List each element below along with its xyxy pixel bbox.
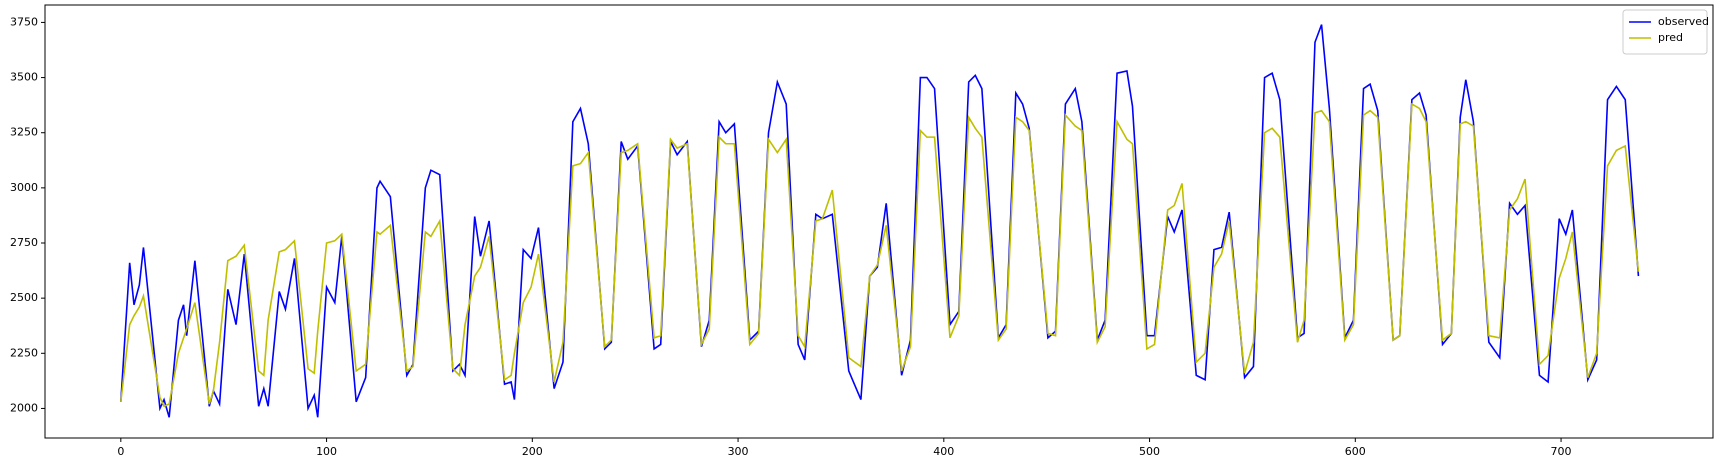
x-tick-label: 300 xyxy=(728,445,749,458)
series-line xyxy=(120,24,1640,418)
x-tick-label: 700 xyxy=(1551,445,1572,458)
legend-label: observed xyxy=(1658,15,1709,28)
y-tick-label: 2750 xyxy=(10,236,38,249)
y-tick-label: 2500 xyxy=(10,291,38,304)
x-tick-label: 600 xyxy=(1345,445,1366,458)
y-tick-label: 2250 xyxy=(10,346,38,359)
series-line xyxy=(120,102,1640,408)
y-tick-label: 2000 xyxy=(10,401,38,414)
y-tick-label: 3250 xyxy=(10,126,38,139)
x-tick-label: 200 xyxy=(522,445,543,458)
x-tick-label: 400 xyxy=(933,445,954,458)
y-tick-label: 3000 xyxy=(10,181,38,194)
plot-frame xyxy=(44,4,1714,439)
x-tick-label: 0 xyxy=(117,445,124,458)
x-tick-label: 500 xyxy=(1139,445,1160,458)
legend-box xyxy=(1622,9,1708,55)
legend-label: pred xyxy=(1658,31,1683,44)
y-tick-label: 3500 xyxy=(10,71,38,84)
x-tick-label: 100 xyxy=(316,445,337,458)
y-tick-label: 3750 xyxy=(10,15,38,28)
